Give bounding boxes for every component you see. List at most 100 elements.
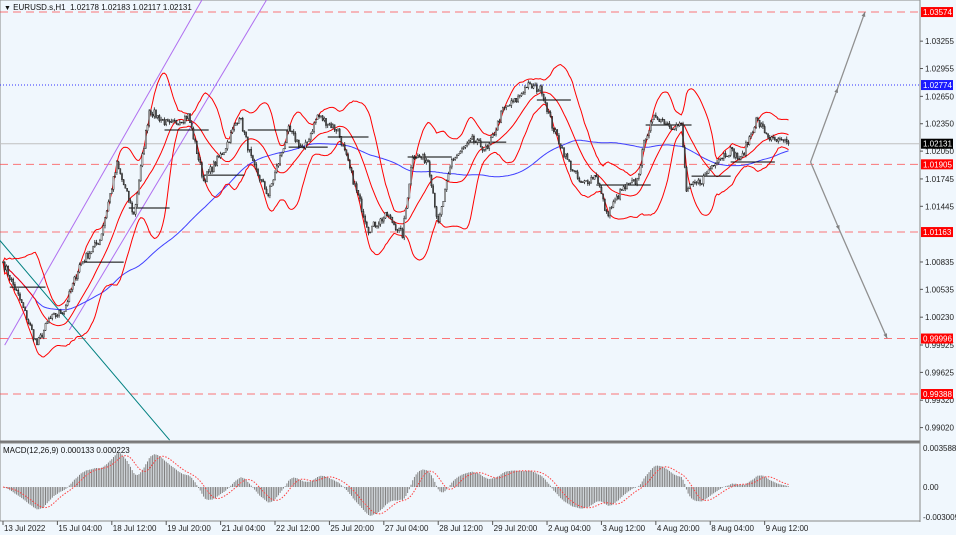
candle-body [753, 127, 756, 134]
candle-body [665, 123, 667, 125]
candle-body [454, 157, 457, 161]
candle-body [765, 132, 768, 135]
y-tick-label: 1.02650 [925, 92, 954, 101]
candle-body [56, 315, 59, 317]
candle-body [425, 160, 428, 163]
y-tick-label: 1.02955 [925, 65, 954, 74]
candle-body [553, 128, 555, 132]
candle-body [71, 282, 74, 290]
candle-body [502, 107, 504, 112]
x-tick-label: 4 Aug 20:00 [657, 524, 700, 533]
candle-body [129, 200, 132, 204]
candle-body [741, 153, 744, 158]
triangle-down-icon[interactable]: ▼ [4, 5, 11, 12]
candle-body [340, 136, 343, 145]
candle-body [366, 221, 368, 228]
candle-body [192, 128, 195, 140]
candle-body [150, 110, 152, 115]
arrow-head-icon [834, 88, 838, 94]
candle-body [343, 144, 346, 150]
candle-body [785, 138, 788, 142]
candle-body [173, 120, 176, 122]
price-level-label [921, 80, 953, 91]
candle-body [90, 251, 93, 254]
candle-body [347, 154, 349, 161]
candle-body [782, 139, 785, 141]
x-tick-label: 15 Jul 04:00 [58, 524, 102, 533]
candle-body [658, 118, 661, 122]
candle-body [643, 140, 645, 150]
x-tick-label: 2 Aug 04:00 [548, 524, 591, 533]
candle-body [558, 135, 560, 144]
candle-body [311, 131, 314, 134]
candle-body [167, 119, 169, 122]
candle-body [583, 180, 586, 183]
candle-body [238, 118, 241, 124]
candle-body [394, 224, 397, 230]
candle-body [697, 179, 700, 184]
candle-body [731, 147, 734, 150]
candle-body [182, 122, 185, 124]
candle-body [496, 120, 499, 131]
candle-body [486, 145, 489, 149]
candle-body [14, 284, 16, 291]
candle-body [282, 148, 285, 153]
candle-body [566, 153, 569, 160]
candle-body [522, 92, 525, 94]
candle-body [755, 117, 757, 128]
arrow-head-icon [861, 12, 866, 18]
candle-body [699, 179, 701, 185]
candle-body [34, 338, 37, 340]
candle-body [48, 318, 50, 323]
candle-body [758, 120, 761, 127]
candle-body [733, 148, 735, 158]
candle-body [772, 136, 774, 138]
candle-body [372, 221, 375, 227]
candle-body [714, 163, 717, 167]
candle-body [190, 122, 193, 129]
y-tick-label: 0.99320 [925, 396, 954, 405]
candle-body [687, 188, 689, 192]
candle-body [354, 183, 356, 185]
candle-body [83, 261, 86, 263]
candle-body [597, 176, 599, 184]
quote-values: 1.02178 1.02183 1.02117 1.02131 [70, 3, 192, 12]
candle-body [595, 175, 598, 178]
candle-body [294, 133, 297, 142]
candle-body [296, 139, 298, 142]
candle-body [746, 142, 749, 146]
candle-body [573, 170, 576, 172]
candle-body [745, 142, 747, 156]
price-level-text: 0.99996 [923, 335, 952, 344]
candle-body [216, 156, 219, 166]
candle-body [328, 123, 331, 125]
candle-body [122, 179, 125, 186]
candle-body [621, 189, 623, 191]
candle-body [588, 182, 591, 184]
candle-body [153, 109, 156, 117]
candle-body [189, 113, 191, 124]
candle-body [549, 111, 552, 117]
y-tick-label: 1.00535 [925, 285, 954, 294]
candle-body [247, 136, 249, 151]
candle-body [42, 330, 45, 338]
macd-tick-label: 0.00 [923, 483, 939, 492]
candle-body [345, 149, 348, 155]
candle-body [469, 138, 472, 141]
macd-title: MACD(12,26,9) 0.000133 0.000223 [3, 446, 130, 455]
y-tick-label: 0.99625 [925, 368, 954, 377]
candle-body [107, 201, 110, 212]
price-level-text: 1.03574 [923, 8, 952, 17]
candle-body [462, 146, 465, 149]
candle-body [73, 276, 76, 284]
candle-body [413, 157, 416, 160]
candle-body [700, 183, 703, 185]
candle-body [719, 157, 722, 160]
candle-body [235, 123, 237, 126]
candle-body [119, 168, 122, 174]
candle-body [349, 160, 351, 168]
candle-body [360, 198, 363, 212]
channel-line-upper [4, 0, 203, 346]
